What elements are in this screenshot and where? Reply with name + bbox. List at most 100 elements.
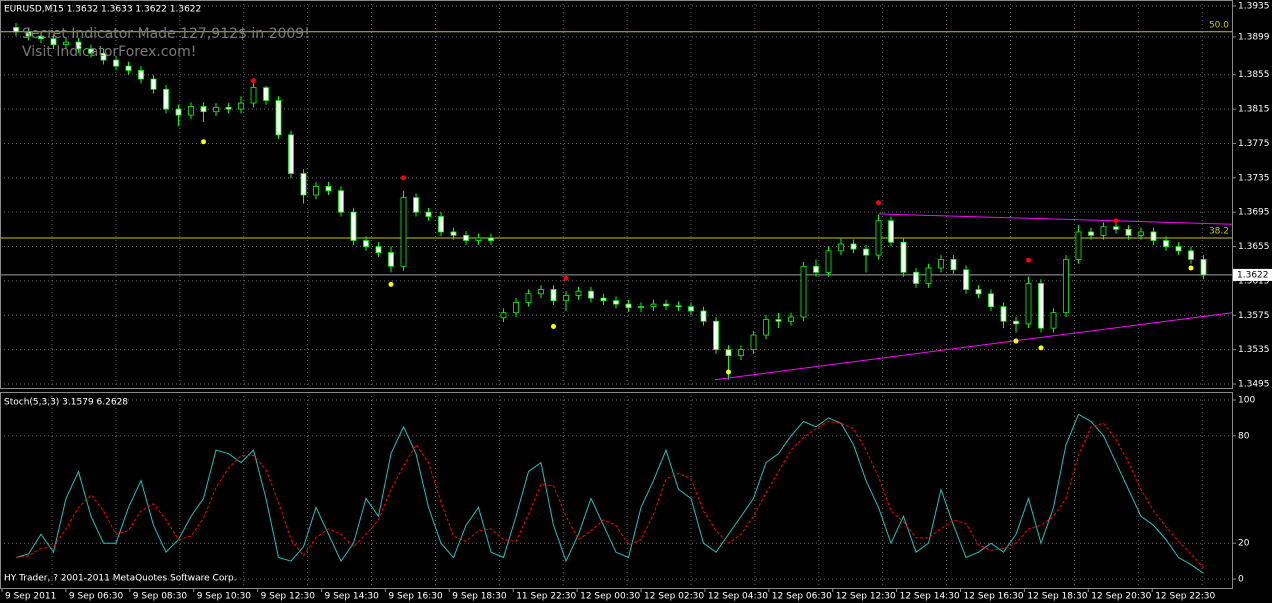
candle-body <box>550 289 557 302</box>
candle-body <box>1188 250 1194 260</box>
x-tick-label: 12 Sep 04:30 <box>708 592 768 602</box>
trendline <box>878 213 1233 225</box>
candle-body <box>400 197 407 267</box>
candle-body <box>413 197 419 213</box>
candle-body <box>638 306 644 309</box>
fractal-up <box>251 78 256 84</box>
y-tick-label: 1.3735 <box>1238 173 1270 183</box>
candle-body <box>125 65 132 71</box>
stoch-frame <box>0 392 1233 589</box>
candle-body <box>425 211 432 217</box>
candle-body <box>1113 226 1119 230</box>
candle-body <box>1000 306 1007 322</box>
y-tick-label: 1.3655 <box>1238 242 1270 252</box>
candle-body <box>963 269 969 290</box>
candle-body <box>75 41 82 50</box>
candle-body <box>1163 240 1169 247</box>
candle-body <box>1125 228 1132 236</box>
fractal-down <box>1188 265 1194 271</box>
candle-body <box>650 303 657 308</box>
candle-body <box>925 267 932 284</box>
fractal-up <box>401 175 406 181</box>
x-tick-label: 12 Sep 14:30 <box>900 592 960 602</box>
candle-body <box>1050 312 1057 329</box>
candle-body <box>288 134 294 174</box>
y-tick-label: 1.3815 <box>1238 105 1270 115</box>
x-tick-label: 12 Sep 12:30 <box>836 592 896 602</box>
copyright: HY Trader, ? 2001-2011 MetaQuotes Softwa… <box>4 574 237 584</box>
candle-body <box>950 259 957 271</box>
candle-body <box>513 301 519 314</box>
candle-body <box>850 243 857 250</box>
candle-body <box>113 59 119 67</box>
fractal-down <box>726 369 731 375</box>
x-tick-label: 12 Sep 16:30 <box>964 592 1024 602</box>
candle-body <box>1038 283 1044 329</box>
fractal-down <box>1038 345 1044 351</box>
candle-body <box>538 289 544 295</box>
y-tick-label: 1.3899 <box>1238 32 1270 42</box>
x-tick-label: 12 Sep 06:30 <box>772 592 832 602</box>
y-tick-label: 1.3615 <box>1238 276 1270 286</box>
candle-body <box>388 252 394 267</box>
candle-body <box>988 293 994 308</box>
candle-body <box>475 237 482 241</box>
candle-body <box>188 106 194 116</box>
candle-body <box>1200 259 1207 276</box>
candle-body <box>900 241 907 273</box>
fractal-up <box>876 200 881 206</box>
fractal-up <box>1026 257 1031 263</box>
stoch-line <box>15 413 1204 574</box>
x-tick-label: 11 Sep 22:30 <box>516 592 576 602</box>
candle-body <box>813 265 819 273</box>
level-label: 50.0 <box>1209 20 1229 30</box>
candle-body <box>325 186 332 192</box>
x-tick-label: 12 Sep 20:30 <box>1091 592 1151 602</box>
x-tick-label: 9 Sep 14:30 <box>325 592 380 602</box>
stoch-line <box>15 420 1204 569</box>
candle-body <box>1100 226 1107 236</box>
candle-body <box>913 271 919 284</box>
candle-body <box>1075 231 1082 260</box>
candle-body <box>725 349 732 357</box>
candle-body <box>463 234 469 241</box>
x-tick-label: 12 Sep 18:30 <box>1027 592 1087 602</box>
candle-body <box>1025 283 1032 325</box>
candle-body <box>800 265 807 318</box>
candle-body <box>275 100 282 136</box>
candle-body <box>100 52 107 61</box>
fractal-up <box>1113 218 1119 224</box>
candle-body <box>600 297 607 302</box>
candle-body <box>713 320 719 351</box>
candle-body <box>225 106 232 110</box>
x-tick-label: 9 Sep 06:30 <box>69 592 124 602</box>
candle-body <box>838 243 844 252</box>
fractal-down <box>1013 338 1019 344</box>
candle-body <box>1013 320 1019 325</box>
candle-body <box>938 259 944 269</box>
y-tick-label: 1.3775 <box>1238 139 1270 149</box>
candle-body <box>63 41 69 46</box>
y-tick-label: 1.3935 <box>1238 2 1270 12</box>
x-tick-label: 9 Sep 08:30 <box>133 592 188 602</box>
candle-body <box>150 78 157 90</box>
y-tick-label: 0 <box>1238 575 1244 585</box>
candle-body <box>375 246 382 253</box>
candle-body <box>338 190 344 213</box>
candle-body <box>663 303 669 307</box>
annotation: Visit IndicatorForex.com! <box>22 44 196 60</box>
candle-body <box>88 48 94 54</box>
y-tick-label: 1.3535 <box>1238 345 1270 355</box>
candle-body <box>50 38 57 46</box>
candle-body <box>1150 231 1157 241</box>
candle-body <box>575 290 582 296</box>
fractal-up <box>563 275 569 281</box>
annotation: Secret Indicator Made 127,912$ in 2009! <box>22 26 310 42</box>
candle-body <box>775 319 782 322</box>
candle-body <box>1088 231 1094 236</box>
candle-body <box>738 349 744 357</box>
y-tick-label: 1.3695 <box>1238 208 1270 218</box>
candle-body <box>263 87 269 101</box>
candle-body <box>525 293 532 303</box>
